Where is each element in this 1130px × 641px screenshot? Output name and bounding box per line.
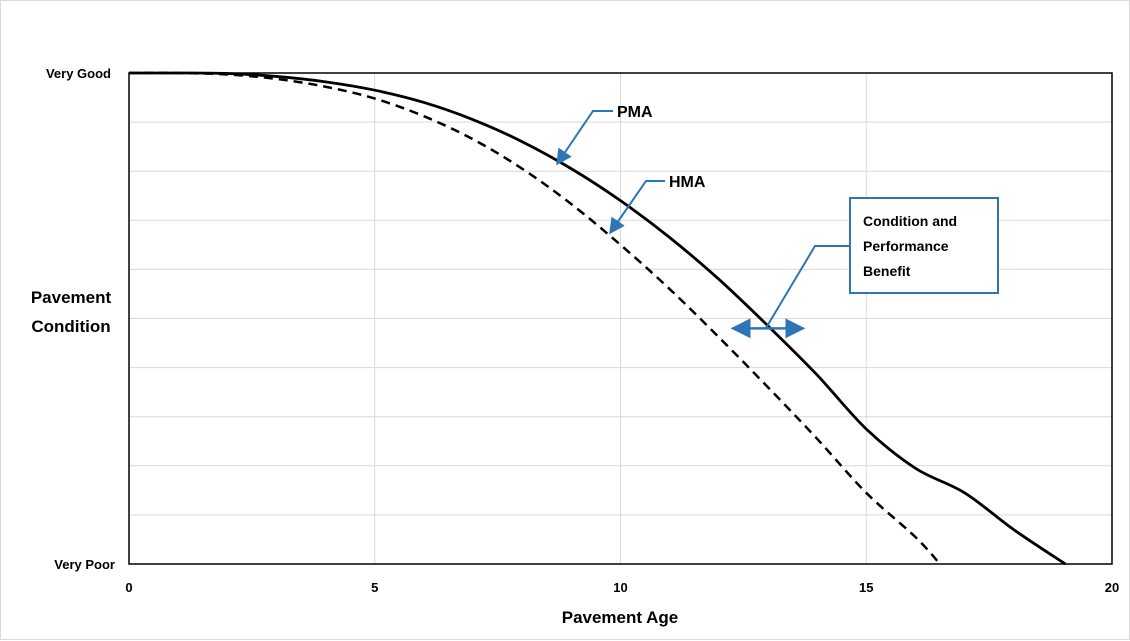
benefit-box-line-2: Performance: [863, 238, 949, 254]
y-axis-title-line-1: Pavement: [31, 288, 112, 307]
y-tick-label-very-poor: Very Poor: [54, 557, 115, 572]
x-tick-label: 10: [613, 580, 627, 595]
hma-callout-label: HMA: [669, 174, 706, 191]
benefit-box-line-1: Condition and: [863, 213, 957, 229]
benefit-box-leader: [765, 245, 850, 329]
x-tick-labels: 0 5 10 15 20: [125, 580, 1119, 595]
x-tick-label: 0: [125, 580, 132, 595]
x-tick-label: 20: [1105, 580, 1119, 595]
pma-callout-label: PMA: [617, 104, 653, 121]
series-line-hma: [128, 71, 941, 565]
benefit-box: [849, 197, 999, 294]
x-tick-label: 15: [859, 580, 873, 595]
y-tick-label-very-good: Very Good: [46, 66, 111, 81]
series-line-pma: [128, 71, 1067, 566]
x-axis-title: Pavement Age: [562, 608, 679, 627]
benefit-box-line-3: Benefit: [863, 263, 911, 279]
y-axis-title-line-2: Condition: [31, 317, 110, 336]
hma-callout-leader: [609, 180, 665, 235]
x-tick-label: 5: [371, 580, 378, 595]
series-layer: [128, 71, 1067, 566]
plot-area-border: [128, 72, 1113, 565]
pma-callout-leader: [556, 110, 613, 166]
gridlines: [129, 73, 1112, 564]
